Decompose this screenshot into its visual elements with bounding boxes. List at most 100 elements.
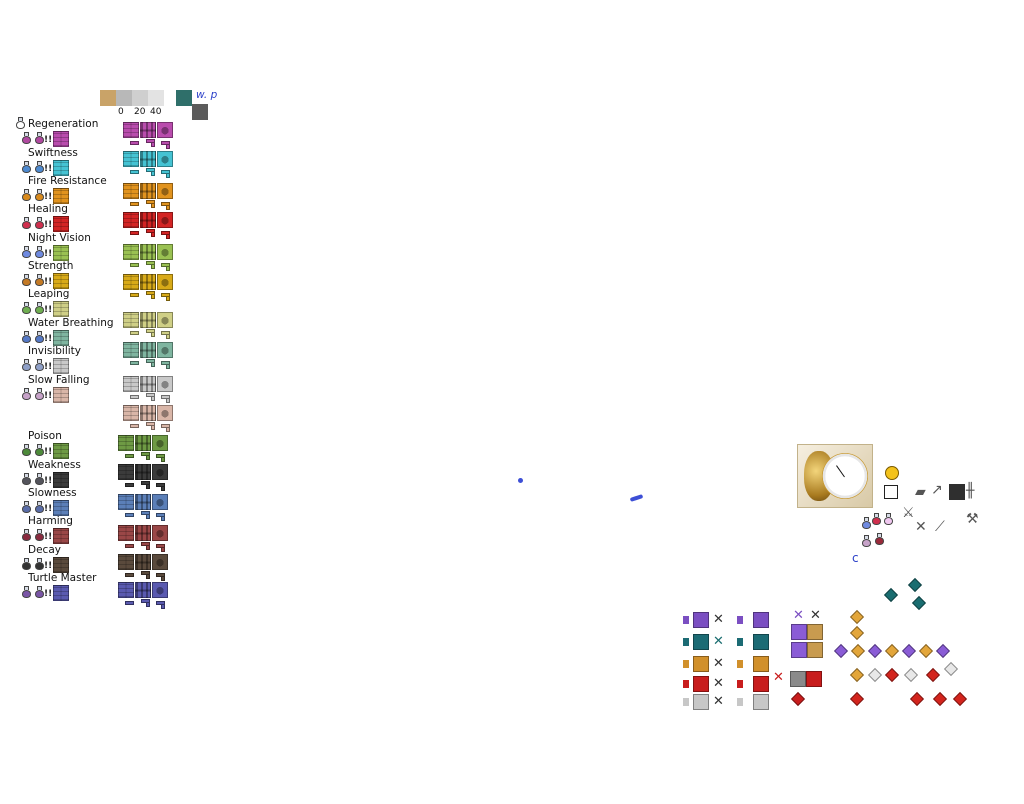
potion-icon [22,217,31,229]
cross-mark-c: ✕ [773,670,784,685]
cross-mark-b: ✕ [810,608,821,623]
potion-icon [22,444,31,456]
legend-swatch-4 [148,90,164,106]
potion-icon [22,586,31,598]
stair-icon [146,200,155,208]
stair-icon-2 [161,141,170,149]
splash-potion-icon [35,444,44,456]
trapdoor-block [140,212,156,228]
cross-mark-a: ✕ [793,608,804,623]
slab-icon [130,231,139,235]
log-end-block [152,525,168,541]
crystal-shard [909,691,925,707]
trapdoor-block [140,183,156,199]
stair-icon-2 [161,170,170,178]
pixel-right [737,680,743,688]
log-end-block [157,151,173,167]
plank-block-right [123,405,139,421]
plank-block-right [118,525,134,541]
pipe-marks: !! [44,447,53,457]
splash-potion-icon [35,388,44,400]
splash-potion-icon [35,217,44,229]
stair-icon [146,291,155,299]
gem-ore-block [693,634,709,650]
crystal-shard [883,587,899,603]
log-end-block [152,582,168,598]
log-end-block [157,212,173,228]
pipe-marks: !! [44,135,53,145]
gem-ore-block-2 [753,656,769,672]
trapdoor-block [140,405,156,421]
splash-potion-icon [35,473,44,485]
crystal-shard [850,643,866,659]
plank-block-right [118,582,134,598]
rails-icon: ╫ [966,483,975,499]
panel-potion-4 [862,535,871,547]
effect-label: Poison [28,430,62,442]
effect-label: Night Vision [28,232,91,244]
stair-icon-2 [156,513,165,521]
potion-icon [22,161,31,173]
plank-block [53,472,69,488]
ore-grid-1 [791,624,807,640]
plank-block [53,528,69,544]
splash-potion-icon [35,274,44,286]
effect-label: Leaping [28,288,70,300]
red-gem [790,691,806,707]
splash-potion-icon [35,558,44,570]
red-ore-1 [790,671,806,687]
dark-block-icon [949,484,965,500]
effect-label: Invisibility [28,345,82,357]
plank-block [53,358,69,374]
pixel-right [737,660,743,668]
effect-label: Weakness [28,459,81,471]
crystal-shard [867,643,883,659]
slab-icon [130,361,139,365]
pocket-watch-image [797,444,873,508]
stair-icon [146,393,155,401]
slab-icon [125,454,134,458]
header-potion-icon [16,117,25,129]
slab-icon [130,141,139,145]
crystal-shard [849,667,865,683]
plank-block-right [123,183,139,199]
trapdoor-block [135,464,151,480]
pixel-left [683,616,689,624]
effect-label: Slow Falling [28,374,90,386]
legend-tick-20: 20 [134,107,146,117]
potion-icon [22,274,31,286]
cross-mark: ✕ [713,612,724,627]
plank-block [53,585,69,601]
gem-ore-block-2 [753,694,769,710]
splash-potion-icon [35,302,44,314]
sword2-icon: ✕ [915,519,927,535]
plank-block [53,160,69,176]
trapdoor-block [135,554,151,570]
plank-block [53,273,69,289]
legend-tick-0: 0 [118,107,124,117]
ore-grid-2 [807,624,823,640]
effect-label: Strength [28,260,74,272]
slab-icon [130,293,139,297]
plank-block [53,387,69,403]
plank-block-right [123,212,139,228]
slab-icon [125,483,134,487]
stair-icon-2 [156,544,165,552]
effect-label: Regeneration [28,118,99,130]
log-end-block [152,435,168,451]
legend-gray-swatch [192,104,208,120]
log-end-block [157,405,173,421]
trapdoor-block [140,244,156,260]
panel-potion-5 [875,533,884,545]
stair-icon [141,542,150,550]
stair-icon [146,261,155,269]
crystal-shard [935,643,951,659]
pipe-marks: !! [44,561,53,571]
crystal-shard [943,661,959,677]
effect-label: Turtle Master [28,572,97,584]
stair-icon-2 [161,361,170,369]
legend-tick-40: 40 [150,107,162,117]
potion-icon [22,473,31,485]
splash-potion-icon [35,586,44,598]
pixel-left [683,638,689,646]
